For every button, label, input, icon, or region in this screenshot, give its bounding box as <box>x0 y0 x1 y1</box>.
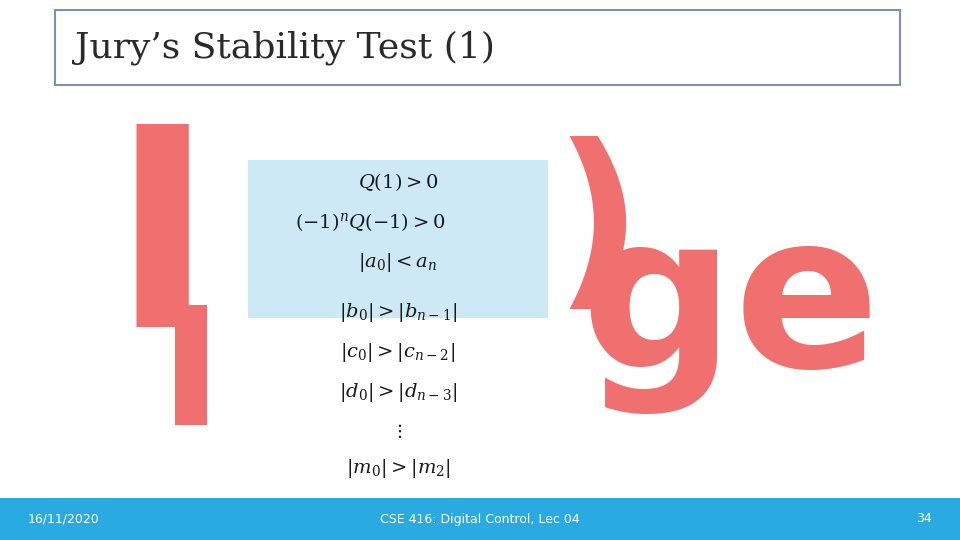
Text: 34: 34 <box>916 512 932 525</box>
Text: 16/11/2020: 16/11/2020 <box>28 512 100 525</box>
Text: $|b_0| > |b_{n-1}|$: $|b_0| > |b_{n-1}|$ <box>339 300 457 323</box>
Text: ): ) <box>554 136 642 324</box>
Text: ge: ge <box>580 206 880 415</box>
Text: $(-1)^n Q(-1) > 0$: $(-1)^n Q(-1) > 0$ <box>295 211 445 233</box>
Text: I: I <box>110 115 214 385</box>
Text: $|c_0| > |c_{n-2}|$: $|c_0| > |c_{n-2}|$ <box>341 341 456 363</box>
FancyBboxPatch shape <box>248 160 548 318</box>
Text: CSE 416: Digital Control, Lec 04: CSE 416: Digital Control, Lec 04 <box>380 512 580 525</box>
Text: Jury’s Stability Test (1): Jury’s Stability Test (1) <box>75 31 495 65</box>
Text: $|m_0| > |m_2|$: $|m_0| > |m_2|$ <box>346 456 450 480</box>
Bar <box>0 498 960 540</box>
FancyBboxPatch shape <box>55 10 900 85</box>
Text: $|a_0| < a_n$: $|a_0| < a_n$ <box>358 251 438 273</box>
FancyBboxPatch shape <box>175 305 207 425</box>
Text: $Q(1) > 0$: $Q(1) > 0$ <box>358 171 438 193</box>
Text: $|d_0| > |d_{n-3}|$: $|d_0| > |d_{n-3}|$ <box>339 381 457 403</box>
Text: $\vdots$: $\vdots$ <box>394 421 402 440</box>
